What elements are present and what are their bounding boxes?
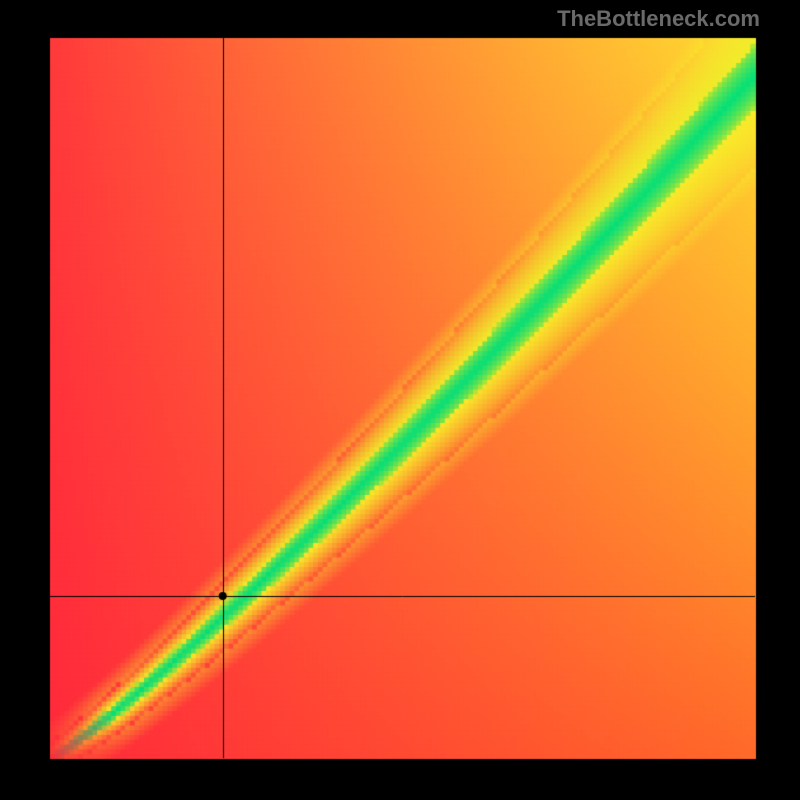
watermark-text: TheBottleneck.com xyxy=(557,6,760,32)
bottleneck-heatmap xyxy=(0,0,800,800)
chart-root: TheBottleneck.com xyxy=(0,0,800,800)
